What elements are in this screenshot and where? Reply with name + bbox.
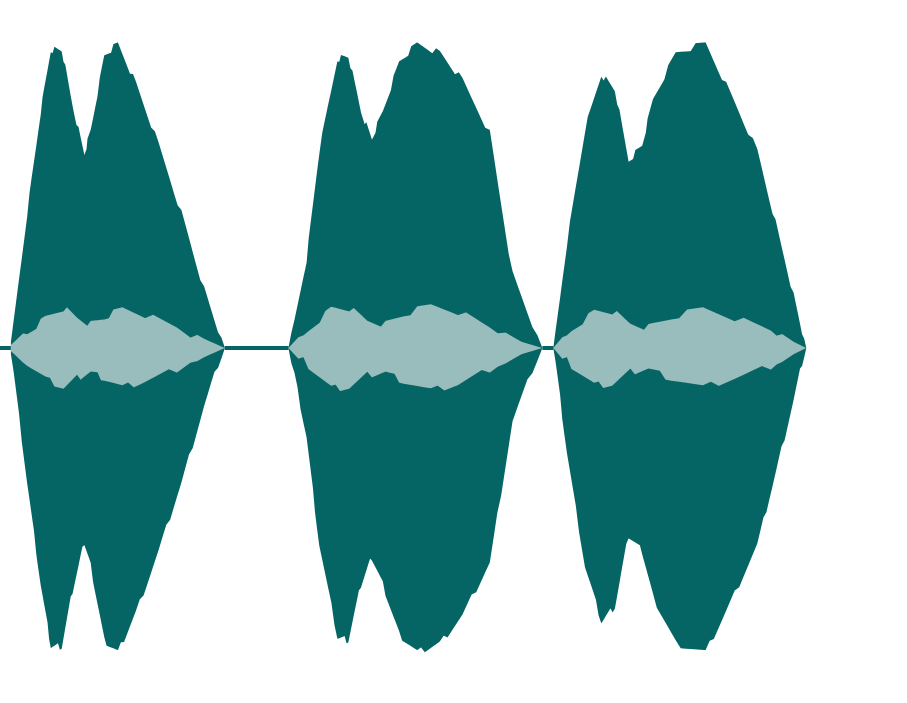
waveform-rms-segment [288, 304, 543, 392]
rms-envelope-layer [10, 304, 807, 392]
waveform-rms-segment [10, 307, 225, 389]
waveform-rms-segment [553, 307, 807, 388]
